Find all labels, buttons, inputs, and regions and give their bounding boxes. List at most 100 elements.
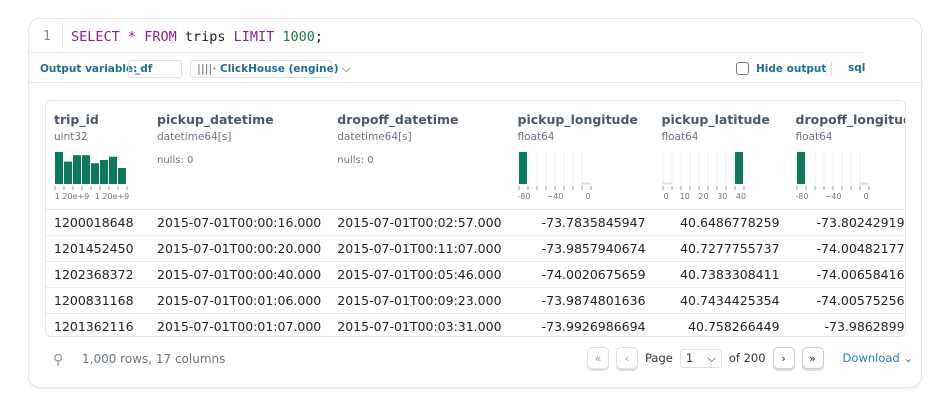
- sql-token: trips: [176, 29, 234, 45]
- null-count: nulls: 0: [337, 155, 374, 166]
- table-cell[interactable]: -73.9857940674: [509, 235, 654, 262]
- table-cell[interactable]: -74.0020675659: [509, 261, 654, 288]
- hide-output-checkbox[interactable]: [736, 62, 749, 75]
- table-cell[interactable]: -73.9874801636: [509, 287, 654, 314]
- first-page-button[interactable]: «: [587, 347, 609, 369]
- next-page-button[interactable]: ›: [772, 347, 795, 369]
- table-cell[interactable]: 2015-07-01T00:03:31.000: [329, 313, 510, 336]
- table-cell[interactable]: 40.758266449: [653, 313, 788, 336]
- table-cell[interactable]: 2015-07-01T00:05:46.000: [329, 261, 510, 288]
- engine-select[interactable]: ||||· ClickHouse (engine) ⌵: [190, 60, 350, 78]
- output-variable-input[interactable]: _df: [128, 60, 182, 78]
- histogram-tick-label: 1.20e+9: [95, 192, 130, 201]
- column-type: float64: [795, 131, 833, 143]
- column-header-pickup_datetime[interactable]: pickup_datetime datetime64[s] nulls: 0: [149, 101, 330, 210]
- table-cell[interactable]: 2015-07-01T00:00:16.000: [149, 209, 330, 236]
- histogram-bar: [859, 182, 869, 185]
- data-table: trip_id uint32 1.20e+9 1.20e+9 pickup_dateti…: [45, 100, 906, 337]
- table-cell[interactable]: -73.7835845947: [509, 209, 654, 236]
- histogram-tick-label: 1.20e+9: [55, 192, 90, 201]
- column-header-dropoff_datetime[interactable]: dropoff_datetime datetime64[s] nulls: 0: [329, 101, 510, 210]
- engine-label: ClickHouse (engine): [220, 63, 339, 75]
- table-cell[interactable]: 40.7277755737: [653, 235, 788, 262]
- gutter-divider: [62, 23, 63, 49]
- page-label: Page: [645, 351, 673, 365]
- table-cell[interactable]: 2015-07-01T00:00:40.000: [149, 261, 330, 288]
- sql-token: ;: [314, 29, 324, 45]
- table-cell[interactable]: 1201362116: [46, 313, 149, 336]
- column-histogram[interactable]: −80 −40 0: [791, 152, 874, 202]
- histogram-tick-label: 0: [863, 192, 868, 201]
- column-type: float64: [517, 131, 555, 143]
- histogram-bar: [518, 152, 527, 184]
- table-row[interactable]: 1200018648 2015-07-01T00:00:16.000 2015-07…: [46, 209, 905, 236]
- table-row[interactable]: 1202368372 2015-07-01T00:00:40.000 2015-07…: [46, 261, 905, 288]
- hide-output-toggle[interactable]: Hide output: [736, 62, 826, 75]
- language-label[interactable]: sql: [848, 62, 866, 74]
- sql-token: [136, 29, 144, 45]
- sql-code[interactable]: SELECT * FROM trips LIMIT 1000;: [71, 29, 323, 45]
- histogram-bar: [64, 161, 72, 184]
- sql-token: LIMIT: [233, 29, 275, 45]
- column-name: pickup_latitude: [661, 112, 770, 127]
- table-cell[interactable]: 2015-07-01T00:00:20.000: [149, 235, 330, 262]
- table-row[interactable]: 1200831168 2015-07-01T00:01:06.000 2015-07…: [46, 287, 905, 314]
- table-cell[interactable]: 2015-07-01T00:01:06.000: [149, 287, 330, 314]
- table-cell[interactable]: -73.986289978: [787, 313, 905, 336]
- table-cell[interactable]: 1200831168: [46, 287, 149, 314]
- table-cell[interactable]: -73.8024291992: [787, 209, 905, 236]
- column-header-trip_id[interactable]: trip_id uint32 1.20e+9 1.20e+9: [46, 101, 149, 210]
- histogram-bar: [118, 168, 126, 184]
- column-type: datetime64[s]: [337, 131, 412, 143]
- download-button[interactable]: Download ⌄: [842, 351, 914, 365]
- histogram-bar: [662, 182, 672, 185]
- column-type: float64: [661, 131, 699, 143]
- column-header-dropoff_longitude[interactable]: dropoff_longitude float64 −80 −40 0: [787, 101, 905, 210]
- code-editor[interactable]: 1 SELECT * FROM trips LIMIT 1000;: [29, 19, 863, 53]
- column-histogram[interactable]: 0 10 20 30 40: [662, 152, 749, 202]
- table-cell[interactable]: 2015-07-01T00:02:57.000: [329, 209, 510, 236]
- table-cell[interactable]: 1202368372: [46, 261, 149, 288]
- column-name: dropoff_datetime: [337, 112, 459, 127]
- page-select[interactable]: 1 ⌵: [679, 348, 722, 368]
- table-cell[interactable]: 1201452450: [46, 235, 149, 262]
- histogram-bar: [581, 182, 591, 185]
- sql-token: *: [127, 29, 137, 45]
- table-cell[interactable]: 2015-07-01T00:09:23.000: [329, 287, 510, 314]
- table-cell[interactable]: 2015-07-01T00:11:07.000: [329, 235, 510, 262]
- table-cell[interactable]: 2015-07-01T00:01:07.000: [149, 313, 330, 336]
- histogram-tick-label: 40: [735, 192, 745, 201]
- column-header-pickup_latitude[interactable]: pickup_latitude float64 0 10 20 30 40: [653, 101, 788, 210]
- histogram-bar: [55, 152, 63, 184]
- column-type: uint32: [54, 131, 88, 143]
- column-name: pickup_datetime: [157, 112, 274, 127]
- table-cell[interactable]: -74.0057525635: [787, 287, 905, 314]
- hide-output-label: Hide output: [756, 62, 827, 75]
- table-cell[interactable]: 40.7383308411: [653, 261, 788, 288]
- prev-page-button[interactable]: ‹: [616, 347, 638, 369]
- column-header-pickup_longitude[interactable]: pickup_longitude float64 −80 −40 0: [509, 101, 654, 210]
- search-icon[interactable]: ⚲: [53, 352, 64, 368]
- table-row[interactable]: 1201452450 2015-07-01T00:00:20.000 2015-07…: [46, 235, 905, 262]
- column-histogram[interactable]: 1.20e+9 1.20e+9: [54, 152, 132, 202]
- output-variable-label: Output variable:: [40, 63, 138, 75]
- line-number: 1: [43, 29, 51, 44]
- sql-cell: 1 SELECT * FROM trips LIMIT 1000; Output…: [28, 18, 922, 388]
- table-cell[interactable]: -74.0065841675: [787, 261, 905, 288]
- table-row[interactable]: 1201362116 2015-07-01T00:01:07.000 2015-07…: [46, 313, 905, 336]
- chevron-down-icon: ⌵: [342, 63, 351, 75]
- column-histogram[interactable]: −80 −40 0: [513, 152, 596, 202]
- table-cell[interactable]: -73.9926986694: [509, 313, 654, 336]
- table-cell[interactable]: 1200018648: [46, 209, 149, 236]
- sql-token: SELECT: [71, 29, 120, 45]
- histogram-bar: [100, 160, 108, 184]
- table-cell[interactable]: -74.0048217773: [787, 235, 905, 262]
- sql-token: FROM: [144, 29, 177, 45]
- column-type: datetime64[s]: [157, 131, 232, 143]
- table-cell[interactable]: 40.6486778259: [653, 209, 788, 236]
- columns-icon: ||||·: [197, 63, 217, 75]
- last-page-button[interactable]: »: [801, 347, 824, 369]
- table-cell[interactable]: 40.7434425354: [653, 287, 788, 314]
- cell-toolbar: Output variable: _df ||||· ClickHouse (e…: [29, 53, 921, 83]
- chevron-down-icon: ⌵: [707, 350, 716, 365]
